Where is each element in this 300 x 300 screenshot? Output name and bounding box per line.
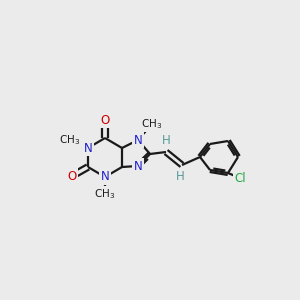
Text: H: H [176,169,184,182]
Text: O: O [100,113,109,127]
Text: CH$_3$: CH$_3$ [141,117,163,131]
Text: CH$_3$: CH$_3$ [59,133,81,147]
Text: N: N [134,160,142,172]
Text: N: N [84,142,92,154]
Text: CH$_3$: CH$_3$ [94,187,116,201]
Text: H: H [162,134,170,148]
Text: O: O [68,169,76,182]
Text: N: N [100,170,109,184]
Text: Cl: Cl [234,172,246,184]
Text: N: N [134,134,142,146]
